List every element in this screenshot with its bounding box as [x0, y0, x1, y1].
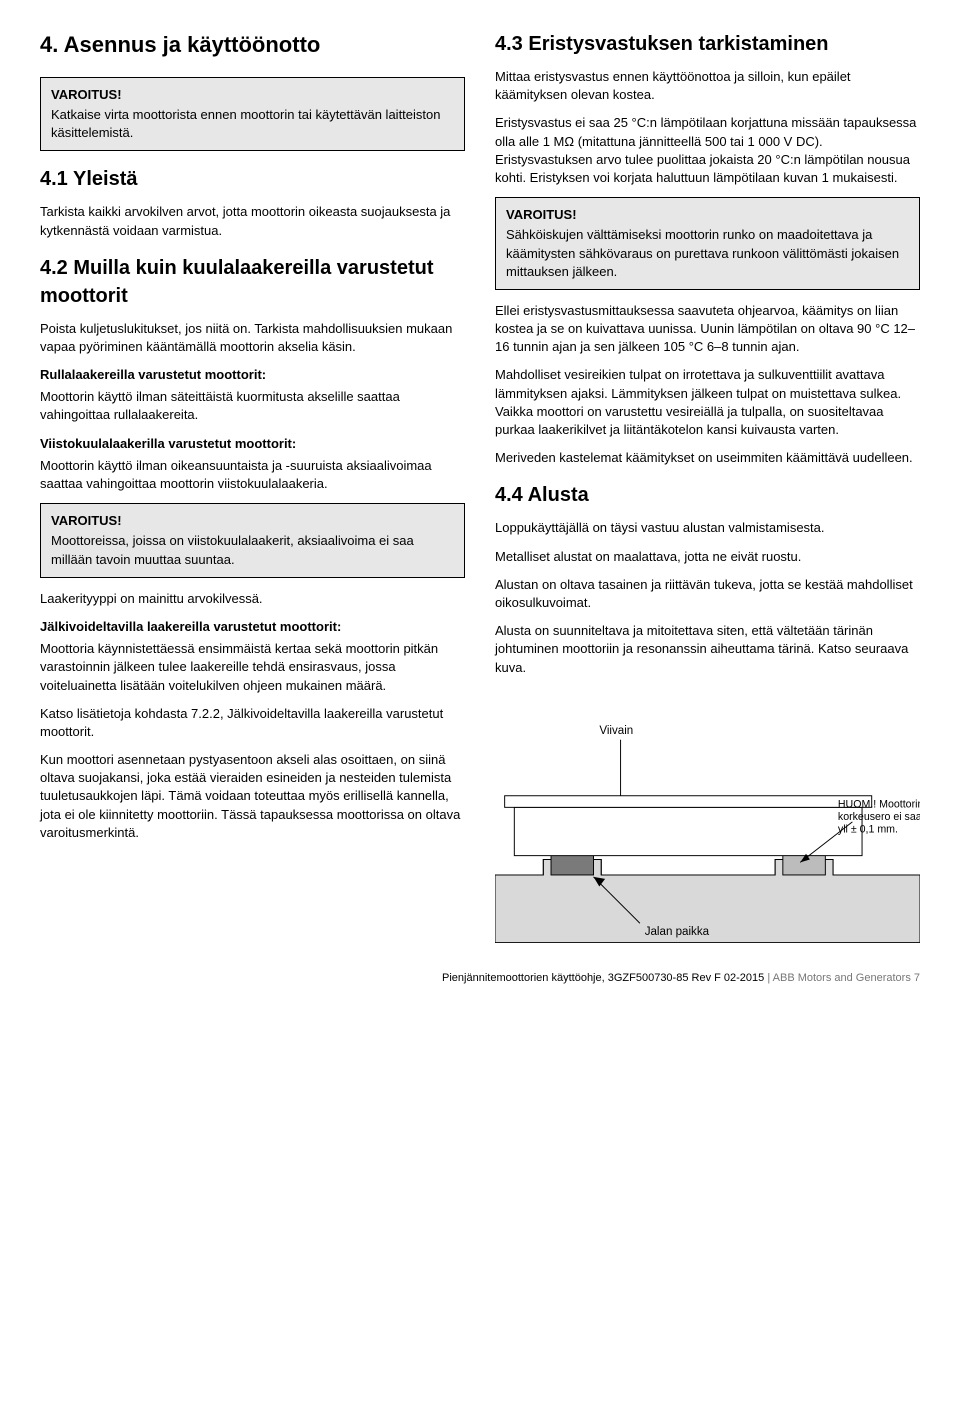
right-column: 4.3 Eristysvastuksen tarkistaminen Mitta…: [495, 30, 920, 947]
foot-label: Jalan paikka: [645, 926, 710, 938]
motor-block: [514, 807, 862, 855]
ruler-shape: [505, 795, 872, 807]
left-column: 4. Asennus ja käyttöönotto VAROITUS! Kat…: [40, 30, 465, 947]
warning-title: VAROITUS!: [51, 86, 454, 104]
page-footer: Pienjännitemoottorien käyttöohje, 3GZF50…: [40, 971, 920, 986]
warning-body: Katkaise virta moottorista ennen moottor…: [51, 106, 454, 142]
paragraph: Mahdolliset vesireikien tulpat on irrote…: [495, 366, 920, 439]
subhead: Viistokuulalaakerilla varustetut moottor…: [40, 435, 465, 453]
paragraph: Moottorin käyttö ilman säteittäistä kuor…: [40, 388, 465, 424]
subhead: Rullalaakereilla varustetut moottorit:: [40, 366, 465, 384]
paragraph: Laakerityyppi on mainittu arvokilvessä.: [40, 590, 465, 608]
paragraph: Meriveden kastelemat käämitykset on usei…: [495, 449, 920, 467]
warning-body: Moottoreissa, joissa on viistokuulalaake…: [51, 532, 454, 568]
subhead: Jälkivoideltavilla laakereilla varustetu…: [40, 618, 465, 636]
paragraph: Kun moottori asennetaan pystyasentoon ak…: [40, 751, 465, 842]
paragraph: Alusta on suunniteltava ja mitoitettava …: [495, 622, 920, 677]
section-4-title: 4. Asennus ja käyttöönotto: [40, 30, 465, 61]
warning-body: Sähköiskujen välttämiseksi moottorin run…: [506, 226, 909, 281]
foot-left: [551, 853, 594, 874]
paragraph: Alustan on oltava tasainen ja riittävän …: [495, 576, 920, 612]
paragraph: Moottoria käynnistettäessä ensimmäistä k…: [40, 640, 465, 695]
foundation-svg: Viivain Jalan paikka HUOM.! Moottorin ja…: [495, 687, 920, 947]
note-label: HUOM.! Moottorin jalkojen korkeusero ei …: [838, 798, 920, 835]
warning-box-2: VAROITUS! Moottoreissa, joissa on viisto…: [40, 503, 465, 578]
footer-company: ABB Motors and Generators 7: [773, 972, 920, 984]
paragraph: Poista kuljetuslukitukset, jos niitä on.…: [40, 320, 465, 356]
section-4-3-title: 4.3 Eristysvastuksen tarkistaminen: [495, 30, 920, 58]
foundation-figure: Viivain Jalan paikka HUOM.! Moottorin ja…: [495, 687, 920, 947]
warning-box-3: VAROITUS! Sähköiskujen välttämiseksi moo…: [495, 197, 920, 290]
paragraph: Mittaa eristysvastus ennen käyttöönottoa…: [495, 68, 920, 104]
paragraph: Loppukäyttäjällä on täysi vastuu alustan…: [495, 519, 920, 537]
paragraph: Ellei eristysvastusmittauksessa saavutet…: [495, 302, 920, 357]
warning-title: VAROITUS!: [506, 206, 909, 224]
ruler-label: Viivain: [599, 725, 633, 737]
warning-title: VAROITUS!: [51, 512, 454, 530]
section-4-1-title: 4.1 Yleistä: [40, 165, 465, 193]
paragraph: Katso lisätietoja kohdasta 7.2.2, Jälkiv…: [40, 705, 465, 741]
footer-doc-id: Pienjännitemoottorien käyttöohje, 3GZF50…: [442, 972, 764, 984]
section-4-2-title: 4.2 Muilla kuin kuulalaakereilla varuste…: [40, 254, 465, 310]
paragraph: Eristysvastus ei saa 25 °C:n lämpötilaan…: [495, 114, 920, 187]
paragraph: Moottorin käyttö ilman oikeansuuntaista …: [40, 457, 465, 493]
section-4-4-title: 4.4 Alusta: [495, 481, 920, 509]
paragraph: Metalliset alustat on maalattava, jotta …: [495, 548, 920, 566]
warning-box-1: VAROITUS! Katkaise virta moottorista enn…: [40, 77, 465, 152]
paragraph: Tarkista kaikki arvokilven arvot, jotta …: [40, 203, 465, 239]
